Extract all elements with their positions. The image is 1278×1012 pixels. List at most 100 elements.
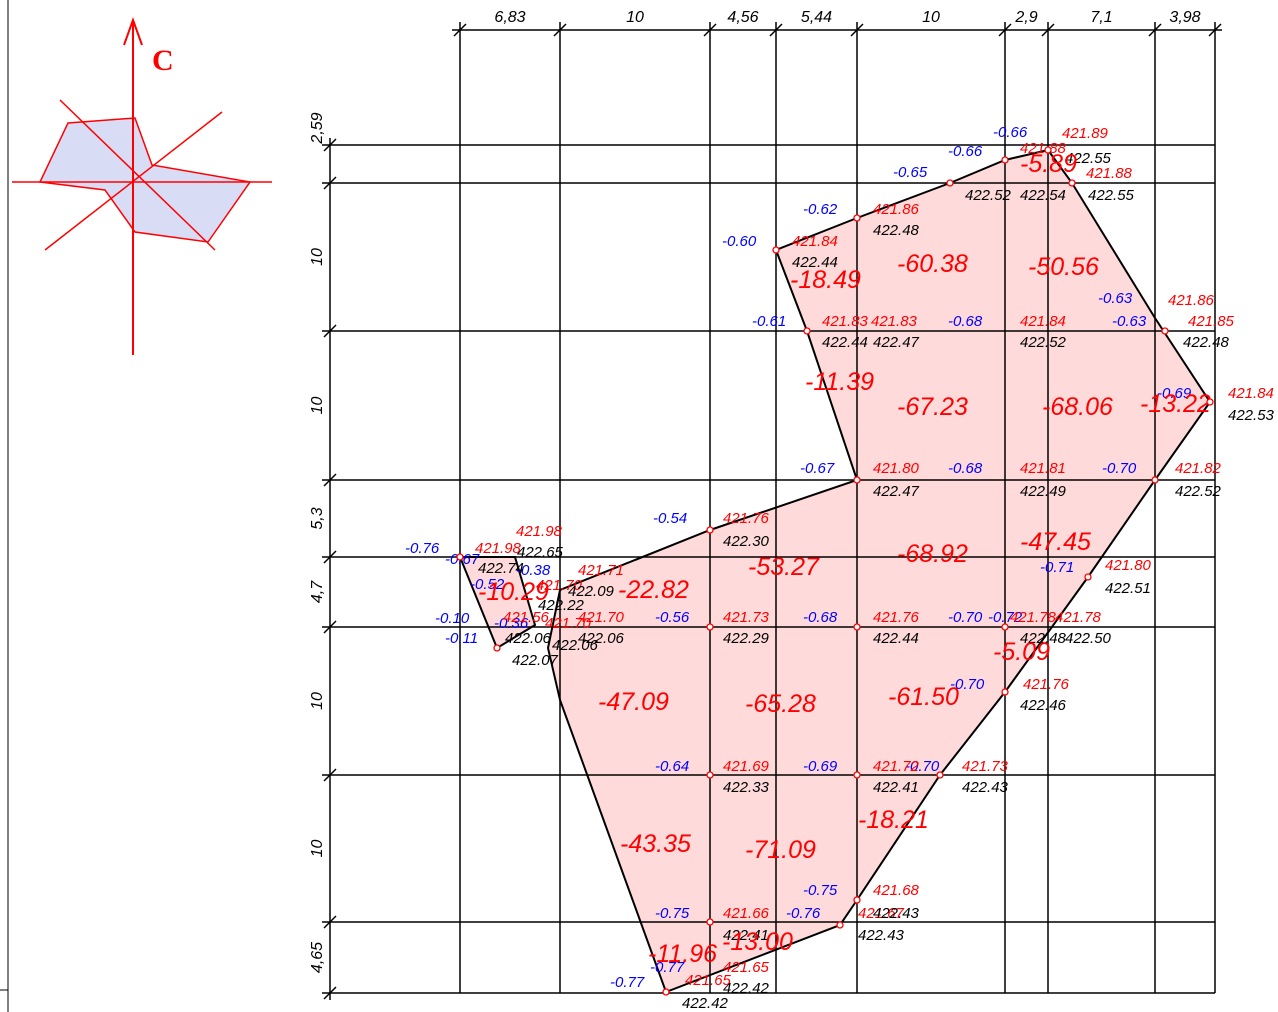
work-mark: -0.70 [905,758,940,775]
work-mark: -0.67 [800,460,835,477]
existing-mark: 422.42 [682,995,729,1012]
node-point [853,476,861,484]
work-mark: -0.70 [948,609,983,626]
existing-mark: 422.48 [873,222,920,239]
work-mark: -0.63 [1112,313,1147,330]
work-mark: -0.64 [655,758,689,775]
dimension-tick [323,473,337,487]
node-point [706,526,714,534]
wind-rose [12,17,272,355]
node-point [853,623,861,631]
top-dimension: 2,9 [1014,9,1037,26]
existing-mark: 422.47 [873,334,920,351]
dimension-tick [850,23,864,37]
existing-mark: 422.41 [873,779,919,796]
design-mark: 421.56 [503,609,550,626]
volume: -10.29 [478,578,549,606]
dimension-tick [323,324,337,338]
left-dimension: 10 [309,397,326,415]
design-mark: 421.84 [1020,313,1066,330]
node-point [1068,179,1076,187]
design-mark: 421.98 [475,540,522,557]
work-mark: -0.56 [655,609,690,626]
volume: -47.45 [1020,528,1091,556]
work-mark: -0.76 [405,540,440,557]
design-mark: 421.70 [536,577,583,594]
left-dimension: 4,65 [309,942,326,973]
existing-mark: 422.47 [873,483,920,500]
existing-mark: 422.52 [1020,334,1067,351]
dimension-tick [323,768,337,782]
existing-mark: 422.09 [568,583,615,600]
existing-mark: 422.30 [723,533,770,550]
existing-mark: 422.06 [552,637,599,654]
node-point [936,771,944,779]
design-mark: 421.69 [723,758,770,775]
node-point [493,644,501,652]
node-point [706,771,714,779]
node-point [1161,327,1169,335]
work-mark: -0.66 [948,143,983,160]
volume: -65.28 [745,690,816,718]
volume: -43.35 [620,830,691,858]
work-mark: -0.38 [516,562,551,579]
work-mark: -0.66 [993,124,1028,141]
design-mark: 421.86 [873,201,920,218]
node-point [1151,476,1159,484]
design-mark: 421.81 [1020,460,1066,477]
design-mark: 421.65 [723,959,770,976]
node-point [836,921,844,929]
top-dimension: 3,98 [1169,9,1200,26]
design-mark: 421.73 [962,758,1009,775]
design-mark: 421.86 [1168,292,1215,309]
top-dimension: 4,56 [727,9,758,26]
existing-mark: 422.55 [1065,150,1112,167]
node-point [772,246,780,254]
work-mark: -0.71 [1040,559,1074,576]
design-mark: 421.83 [871,313,918,330]
existing-mark: 422.51 [1105,580,1151,597]
design-mark: 421.76 [1023,676,1070,693]
existing-mark: 422.48 [1183,334,1230,351]
plan-area [458,148,1212,994]
work-mark: -0.76 [786,905,821,922]
volume: -22.82 [618,576,689,604]
left-dimension: 2,59 [309,112,326,144]
top-dimension: 10 [922,9,940,26]
existing-mark: 422.50 [1065,630,1112,647]
dimension-tick [323,176,337,190]
existing-mark: 422.43 [858,927,905,944]
node-point [1001,688,1009,696]
existing-mark: 422.43 [873,905,920,922]
existing-mark: 422.44 [822,334,868,351]
node-point [853,214,861,222]
existing-mark: 422.52 [965,187,1012,204]
north-label: С [152,44,174,77]
dimension-tick [453,23,467,37]
existing-mark: 422.42 [723,980,770,997]
design-mark: 421.67 [858,905,905,922]
work-mark: -0.11 [445,630,478,647]
work-mark: -0.52 [470,576,505,593]
existing-mark: 422.07 [512,652,559,669]
work-mark: -0.54 [653,510,687,527]
volume: -47.09 [598,688,669,716]
work-mark: -0.60 [722,233,757,250]
dimension-tick [769,23,783,37]
dimension-tick [703,23,717,37]
volume: -5.09 [993,638,1050,666]
work-mark: -0.62 [803,201,838,218]
dimension-tick [323,915,337,929]
work-mark: -0.70 [950,676,985,693]
dimension-tick [1148,23,1162,37]
node-point [1001,156,1009,164]
design-mark: 421.70 [545,615,592,632]
work-mark: -0.63 [1098,290,1133,307]
node-point [706,918,714,926]
work-mark: -0.72 [988,609,1023,626]
volume: -11.39 [805,368,874,396]
design-mark: 421.71 [578,562,624,579]
existing-mark: 422.41 [723,927,769,944]
node-point [662,988,670,996]
